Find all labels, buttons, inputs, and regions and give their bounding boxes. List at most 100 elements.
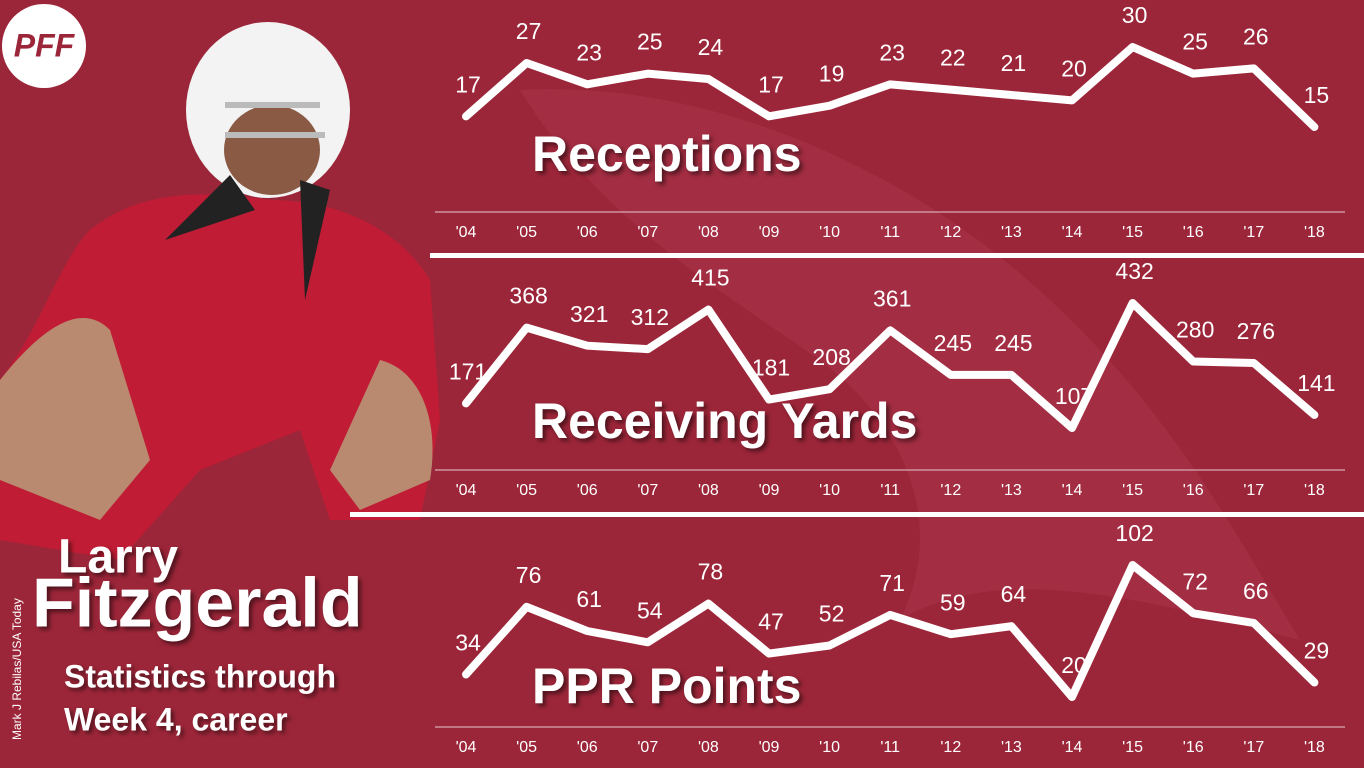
x-tick-label: '08 [698,739,719,756]
x-tick-label: '17 [1243,224,1264,241]
data-label: 276 [1237,318,1275,344]
logo: PFF [14,27,76,63]
x-tick-label: '07 [637,482,658,499]
data-label: 208 [812,344,850,370]
data-label: 141 [1297,370,1335,396]
x-tick-label: '13 [1001,482,1022,499]
x-tick-label: '11 [880,739,900,756]
x-tick-label: '18 [1304,224,1325,241]
x-tick-label: '13 [1001,739,1022,756]
logo-badge [2,4,86,88]
data-label: 312 [631,304,669,330]
x-tick-label: '15 [1122,224,1143,241]
chart-title: PPR Points [532,658,801,714]
data-label: 15 [1304,82,1330,108]
chart-title: Receptions [532,126,802,182]
x-tick-label: '04 [456,482,477,499]
x-tick-label: '14 [1062,224,1083,241]
x-tick-label: '05 [516,482,537,499]
data-label: 25 [1182,29,1208,55]
data-label: 24 [698,34,724,60]
x-tick-label: '17 [1243,739,1264,756]
line [462,43,1319,131]
photo-credit: Mark J Rebilas/USA Today [10,598,24,740]
x-tick-label: '16 [1183,224,1204,241]
x-tick-label: '17 [1243,482,1264,499]
data-label: 415 [691,265,729,291]
data-label: 361 [873,285,911,311]
x-tick-label: '10 [819,739,840,756]
x-tick-label: '18 [1304,482,1325,499]
data-label: 47 [758,609,784,635]
data-label: 64 [1001,581,1027,607]
data-label: 66 [1243,578,1269,604]
x-tick-label: '12 [940,482,961,499]
data-label: 29 [1304,638,1330,664]
data-label: 171 [449,358,487,384]
data-label: 181 [752,355,790,381]
x-tick-label: '12 [940,224,961,241]
data-label: 20 [1061,652,1087,678]
separator [430,253,1364,258]
subtitle-line: Week 4, career [64,701,288,737]
x-tick-label: '10 [819,482,840,499]
subtitle-line: Statistics through [64,658,336,694]
data-label: 23 [576,39,602,65]
x-tick-label: '08 [698,224,719,241]
x-tick-label: '05 [516,739,537,756]
background-logo [520,89,1300,641]
data-label: 78 [698,559,724,585]
x-tick-label: '06 [577,224,598,241]
data-label: 30 [1122,2,1148,28]
x-tick-label: '13 [1001,224,1022,241]
data-label: 72 [1182,568,1208,594]
data-label: 27 [516,18,542,44]
x-tick-label: '14 [1062,739,1083,756]
player-last-name: Fitzgerald [32,563,363,641]
x-tick-label: '04 [456,224,477,241]
x-tick-label: '18 [1304,739,1325,756]
data-label: 280 [1176,317,1214,343]
line [462,561,1319,701]
separator [350,512,1364,517]
data-label: 107 [1055,383,1093,409]
x-tick-label: '16 [1183,482,1204,499]
x-tick-label: '04 [456,739,477,756]
data-label: 368 [509,283,547,309]
data-label: 71 [879,570,905,596]
data-label: 20 [1061,55,1087,81]
x-tick-label: '07 [637,739,658,756]
x-tick-label: '15 [1122,739,1143,756]
x-tick-label: '15 [1122,482,1143,499]
x-tick-label: '05 [516,224,537,241]
x-tick-label: '08 [698,482,719,499]
data-label: 21 [1001,50,1027,76]
data-label: 54 [637,597,663,623]
chart-title: Receiving Yards [532,393,917,449]
x-tick-label: '09 [759,739,780,756]
data-label: 22 [940,45,966,71]
x-tick-label: '12 [940,739,961,756]
data-label: 245 [994,330,1032,356]
data-label: 17 [455,71,481,97]
x-tick-label: '11 [880,482,900,499]
x-tick-label: '10 [819,224,840,241]
x-tick-label: '09 [759,224,780,241]
x-tick-label: '06 [577,739,598,756]
data-label: 52 [819,601,845,627]
data-label: 432 [1115,258,1153,284]
x-tick-label: '11 [880,224,900,241]
data-label: 59 [940,589,966,615]
line [462,299,1319,432]
data-label: 25 [637,29,663,55]
data-label: 321 [570,301,608,327]
data-label: 61 [576,586,602,612]
data-label: 26 [1243,23,1269,49]
x-tick-label: '09 [759,482,780,499]
data-label: 23 [879,39,905,65]
x-tick-label: '07 [637,224,658,241]
data-label: 245 [934,330,972,356]
x-tick-label: '14 [1062,482,1083,499]
data-label: 102 [1115,520,1153,546]
